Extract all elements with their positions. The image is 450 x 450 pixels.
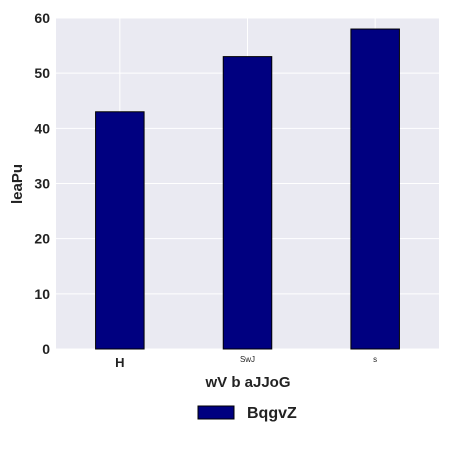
x-tick-labels: H SwJ s [115, 355, 377, 370]
x-tick-label: H [115, 355, 124, 370]
legend: BqgvZ [197, 405, 297, 422]
bar-s [350, 28, 400, 350]
y-tick-label: 10 [34, 286, 50, 302]
legend-label: BqgvZ [247, 405, 297, 422]
y-tick-label: 40 [34, 120, 50, 136]
y-tick-label: 30 [34, 176, 50, 192]
x-tick-label: SwJ [240, 355, 255, 364]
y-tick-labels: 0 10 20 30 40 50 60 [34, 10, 50, 357]
y-tick-label: 50 [34, 65, 50, 81]
y-tick-label: 20 [34, 231, 50, 247]
y-tick-label: 0 [42, 341, 50, 357]
x-tick-label: s [373, 355, 377, 364]
bars [95, 28, 400, 350]
bar-H [95, 111, 145, 350]
bar-SwJ [222, 56, 273, 350]
x-axis-label: wV b aJJoG [204, 374, 290, 391]
y-axis-label: leaPu [9, 164, 26, 204]
y-tick-label: 60 [34, 10, 50, 26]
legend-swatch [197, 405, 235, 420]
